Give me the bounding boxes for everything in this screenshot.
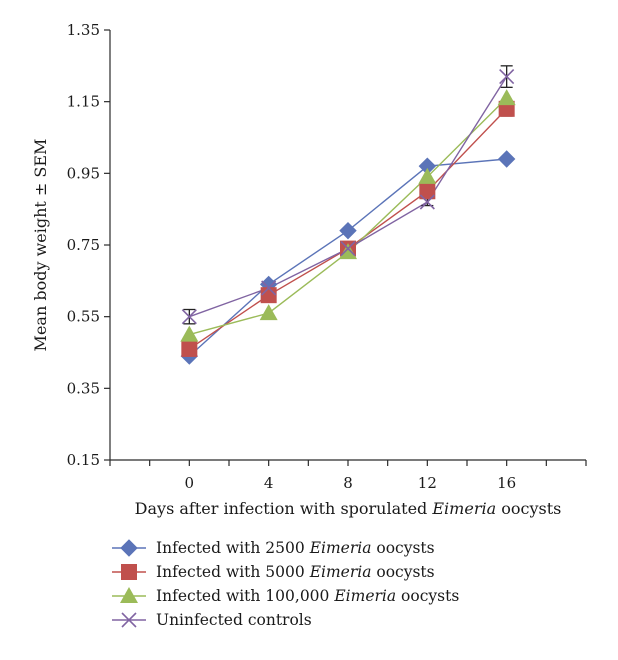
- legend-label: Uninfected controls: [156, 611, 312, 629]
- data-point-series-4: [499, 69, 515, 85]
- data-point-series-2: [260, 287, 277, 304]
- x-axis-title: Days after infection with sporulated Eim…: [135, 499, 562, 518]
- data-point-series-1: [497, 150, 516, 168]
- y-tick-label: 0.35: [67, 379, 100, 397]
- legend-item: Uninfected controls: [112, 611, 312, 629]
- x-tick-label: 12: [418, 474, 437, 492]
- x-tick-label: 4: [264, 474, 274, 492]
- data-point-series-4: [261, 280, 277, 296]
- data-point-series-4: [340, 241, 356, 257]
- y-ticks: 0.15 0.35 0.55 0.75 0.95 1.15 1.35: [67, 21, 110, 469]
- y-tick-label: 0.95: [67, 164, 100, 182]
- data-point-series-2: [419, 183, 436, 200]
- legend-marker: [121, 564, 137, 580]
- data-point-series-3: [339, 243, 357, 260]
- legend-item: Infected with 2500 Eimeria oocysts: [112, 539, 435, 557]
- y-axis-title: Mean body weight ± SEM: [31, 139, 50, 352]
- legend-label: Infected with 5000 Eimeria oocysts: [156, 563, 435, 581]
- x-tick-label: 8: [343, 474, 353, 492]
- series-line-4: [189, 76, 508, 318]
- legend-label: Infected with 100,000 Eimeria oocysts: [156, 587, 459, 605]
- legend-marker: [120, 539, 138, 557]
- data-point-series-1: [339, 221, 357, 240]
- y-tick-label: 1.35: [67, 21, 100, 39]
- error-bars: [183, 65, 513, 325]
- data-point-series-4: [181, 309, 197, 325]
- legend: Infected with 2500 Eimeria oocysts Infect…: [112, 539, 459, 629]
- data-point-series-3: [259, 304, 278, 321]
- series-lines: [188, 76, 508, 357]
- y-tick-label: 1.15: [67, 93, 100, 111]
- x-axis-title-suffix: oocysts: [496, 499, 561, 518]
- data-markers: [180, 69, 516, 365]
- x-ticks: 0 4 8 12 16: [109, 460, 587, 492]
- data-point-series-3: [180, 325, 199, 342]
- legend-label: Infected with 2500 Eimeria oocysts: [156, 539, 435, 557]
- legend-marker: [121, 612, 137, 628]
- data-point-series-3: [497, 89, 516, 106]
- data-point-series-2: [181, 340, 198, 357]
- data-point-series-4: [419, 194, 435, 210]
- x-tick-label: 16: [497, 474, 516, 492]
- legend-item: Infected with 100,000 Eimeria oocysts: [112, 587, 459, 605]
- y-tick-label: 0.55: [67, 308, 100, 326]
- x-axis-title-italic: Eimeria: [431, 499, 496, 518]
- x-axis-title-prefix: Days after infection with sporulated: [135, 499, 433, 518]
- y-tick-label: 0.15: [67, 451, 100, 469]
- legend-item: Infected with 5000 Eimeria oocysts: [112, 563, 435, 581]
- data-point-series-3: [418, 167, 437, 184]
- legend-marker: [120, 587, 138, 603]
- x-tick-label: 0: [185, 474, 195, 492]
- y-tick-label: 0.75: [67, 236, 100, 254]
